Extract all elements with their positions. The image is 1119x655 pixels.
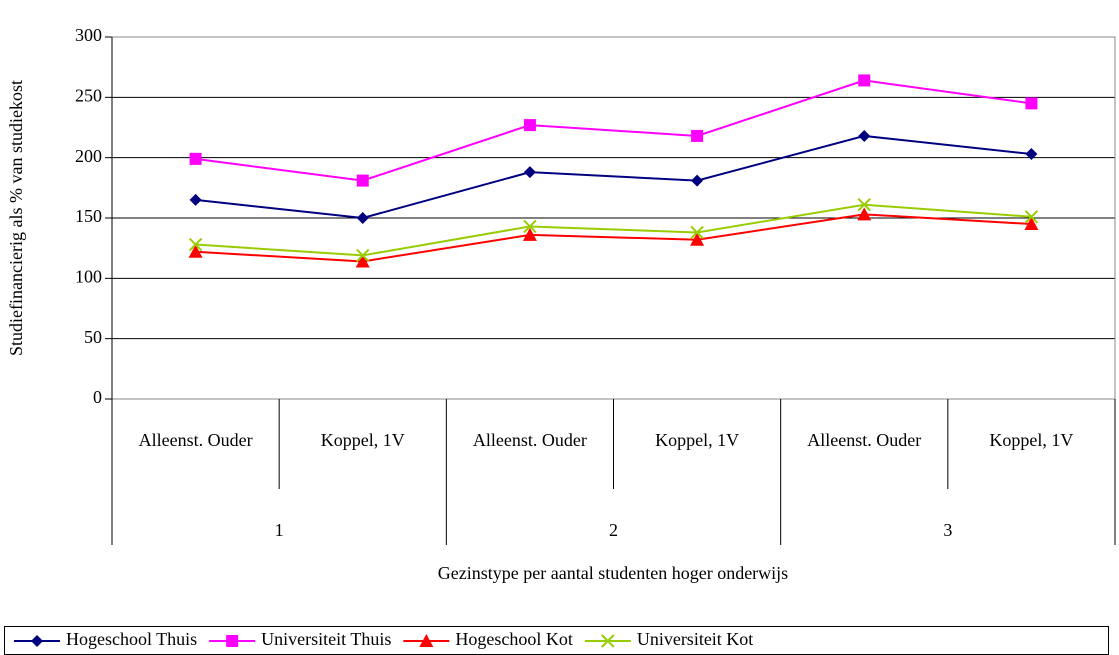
series-line — [195, 203, 1032, 257]
marker — [601, 634, 615, 648]
y-tick-label: 200 — [75, 146, 102, 166]
legend-label: Hogeschool Thuis — [66, 629, 197, 649]
x-group-label: 2 — [609, 520, 618, 540]
marker — [189, 152, 202, 165]
marker — [523, 219, 537, 234]
y-tick-label: 0 — [93, 387, 102, 407]
marker — [188, 244, 203, 258]
marker — [1025, 97, 1038, 110]
y-tick-label: 250 — [75, 85, 102, 105]
marker — [189, 193, 202, 206]
series-line — [195, 213, 1032, 263]
marker — [356, 174, 369, 187]
marker — [523, 119, 536, 132]
marker — [690, 232, 705, 246]
x-tick-label: Alleenst. Ouder — [472, 430, 587, 450]
y-tick-label: 50 — [84, 327, 102, 347]
marker — [1024, 217, 1039, 231]
legend-label: Universiteit Kot — [637, 629, 753, 649]
marker — [188, 237, 203, 252]
legend-label: Universiteit Thuis — [261, 629, 391, 649]
y-axis-title: Studiefinancierig als % van studiekost — [6, 80, 26, 356]
x-tick-label: Koppel, 1V — [320, 430, 405, 450]
series-line — [195, 79, 1032, 182]
x-axis-title: Gezinstype per aantal studenten hoger on… — [438, 563, 788, 583]
marker — [690, 225, 704, 240]
marker — [356, 212, 369, 224]
x-tick-label: Koppel, 1V — [989, 430, 1074, 450]
marker — [691, 129, 704, 142]
legend-box — [4, 626, 1109, 655]
marker — [857, 207, 872, 221]
y-tick-label: 100 — [75, 266, 102, 286]
legend-label: Hogeschool Kot — [455, 629, 572, 649]
y-tick-label: 150 — [75, 206, 102, 226]
x-tick-label: Alleenst. Ouder — [807, 430, 922, 450]
marker — [31, 635, 43, 647]
x-group-label: 1 — [274, 520, 284, 540]
marker — [858, 74, 871, 87]
marker — [1024, 210, 1039, 224]
marker — [355, 254, 370, 268]
legend: Hogeschool Thuis Universiteit Thuis Hogesc… — [4, 626, 1109, 655]
series-line — [195, 134, 1032, 220]
marker — [523, 166, 536, 179]
marker — [356, 248, 370, 263]
x-tick-label: Alleenst. Ouder — [138, 430, 253, 450]
marker — [857, 198, 871, 212]
marker — [226, 635, 239, 647]
marker — [858, 129, 871, 142]
marker — [419, 634, 434, 647]
x-tick-label: Koppel, 1V — [655, 430, 740, 450]
marker — [1025, 148, 1038, 161]
x-group-label: 3 — [943, 520, 953, 540]
marker — [522, 227, 537, 241]
y-tick-label: 300 — [75, 25, 102, 45]
marker — [691, 174, 704, 187]
